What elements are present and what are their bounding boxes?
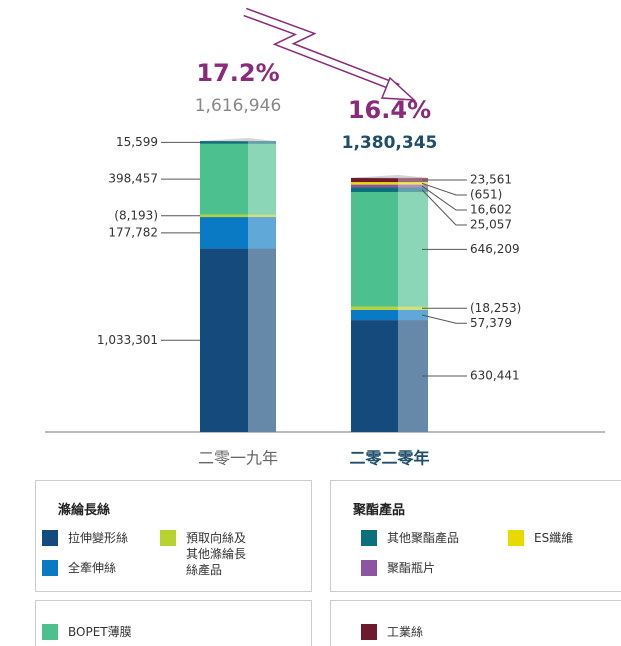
legend-item: BOPET薄膜 [42, 624, 200, 640]
trend-arrow [243, 7, 417, 101]
legend-label: BOPET薄膜 [68, 625, 132, 639]
bar-side-shade [248, 248, 276, 432]
bar-side [398, 306, 428, 310]
legend-item: 工業絲 [361, 624, 519, 640]
data-label: 1,033,301 [97, 333, 158, 347]
total-label: 1,616,946 [195, 96, 282, 116]
bar-side [398, 184, 428, 188]
category-label: 二零二零年 [349, 449, 429, 468]
bar-segment [200, 141, 248, 144]
bar-side-shade [398, 309, 428, 321]
legend-swatch [361, 530, 377, 546]
data-label: 25,057 [470, 217, 512, 231]
bar-side-shade [248, 217, 276, 249]
bar-side [398, 187, 428, 192]
data-label: 398,457 [108, 172, 158, 186]
data-label: 646,209 [470, 242, 520, 256]
data-label: (8,193) [114, 208, 158, 222]
legend-box: 滌綸長絲 [35, 480, 312, 592]
data-label: 57,379 [470, 316, 512, 330]
data-label: 15,599 [116, 135, 158, 149]
bar-side-shade [398, 187, 428, 192]
data-label: (18,253) [470, 301, 521, 315]
legend-label: ES纖維 [534, 531, 574, 545]
leader-line [421, 314, 467, 324]
bar-segment [351, 177, 398, 183]
bar-side-shade [248, 214, 276, 218]
bar-segment [200, 214, 248, 218]
data-label: 23,561 [470, 172, 512, 186]
bar-segment [351, 309, 398, 321]
legend-swatch [361, 624, 377, 640]
legend-swatch [42, 530, 58, 546]
bar-segment [351, 187, 398, 192]
margin-label: 17.2% [196, 59, 279, 87]
legend-item: 全牽伸絲 [42, 560, 200, 576]
legend-swatch [160, 530, 176, 546]
bar-side-shade [398, 177, 428, 183]
bar-side [248, 248, 276, 432]
bar-side [248, 141, 276, 144]
legend-box [330, 600, 621, 646]
legend-label: 工業絲 [387, 625, 424, 639]
leader-line [421, 185, 467, 211]
bar-side-shade [398, 184, 428, 188]
legend-item: 拉伸變形絲 [42, 530, 200, 546]
bar-segment [351, 191, 398, 307]
bar-side [248, 217, 276, 249]
bar-side [248, 143, 276, 215]
leader-line [421, 182, 467, 196]
margin-label: 16.4% [348, 96, 431, 124]
legend-swatch [361, 560, 377, 576]
category-label: 二零一九年 [198, 449, 278, 468]
bar-segment [200, 217, 248, 249]
legend-label: 拉伸變形絲 [68, 531, 129, 545]
bar-cap [351, 174, 428, 179]
leader-line [421, 189, 467, 226]
legend-title: 聚酯產品 [353, 503, 406, 518]
bar-side [398, 309, 428, 321]
bar-segment [351, 184, 398, 188]
bar-segment [351, 306, 398, 310]
legend-item: 聚酯瓶片 [361, 560, 519, 576]
bar-segment [351, 320, 398, 432]
legend-title: 滌綸長絲 [58, 503, 111, 518]
bar-side-shade [398, 182, 428, 185]
bar-side-shade [248, 141, 276, 144]
legend-item: ES纖維 [508, 530, 621, 546]
data-label: 16,602 [470, 202, 512, 216]
total-label: 1,380,345 [342, 133, 438, 153]
bar-side [248, 214, 276, 218]
data-label: (651) [470, 187, 502, 201]
legend-swatch [508, 530, 524, 546]
data-label: 630,441 [470, 369, 520, 383]
legend-box [35, 600, 312, 646]
legend-swatch [42, 624, 58, 640]
bar-segment [200, 143, 248, 215]
legend-label: 全牽伸絲 [68, 561, 117, 575]
bar-segment [200, 248, 248, 432]
legend-label: 預取向絲及其他滌綸長絲產品 [186, 531, 247, 577]
bar-side [398, 177, 428, 183]
bar-side [398, 182, 428, 185]
legend-item: 預取向絲及其他滌綸長絲產品 [160, 530, 252, 578]
legend-item: 其他聚酯產品 [361, 530, 519, 546]
legend-label: 聚酯瓶片 [387, 561, 436, 575]
legend-label: 其他聚酯產品 [387, 531, 460, 545]
bar-side-shade [398, 306, 428, 310]
data-label: 177,782 [108, 225, 158, 239]
bar-segment [351, 182, 398, 185]
legend-box: 聚酯產品 [330, 480, 621, 592]
bar-cap [200, 138, 276, 143]
bar-side-shade [248, 143, 276, 215]
legend-swatch [42, 560, 58, 576]
